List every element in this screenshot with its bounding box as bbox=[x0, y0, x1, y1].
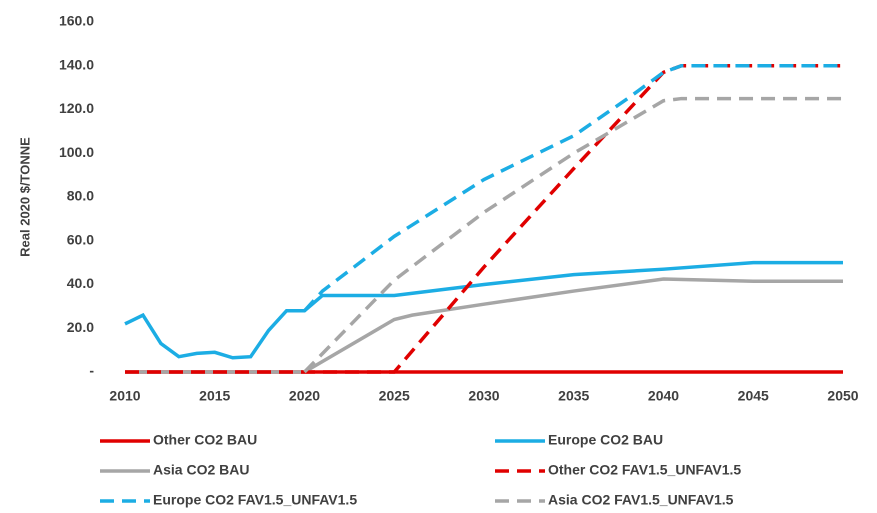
y-tick-label: 160.0 bbox=[59, 13, 94, 29]
y-tick-label: 120.0 bbox=[59, 100, 94, 116]
legend-label: Europe CO2 BAU bbox=[548, 432, 663, 448]
x-tick-label: 2050 bbox=[827, 388, 858, 404]
y-tick-label: 60.0 bbox=[67, 231, 94, 247]
x-tick-label: 2025 bbox=[379, 388, 410, 404]
y-tick-label: 100.0 bbox=[59, 144, 94, 160]
legend-label: Other CO2 FAV1.5_UNFAV1.5 bbox=[548, 462, 741, 478]
y-tick-label: 140.0 bbox=[59, 56, 94, 72]
x-tick-label: 2030 bbox=[468, 388, 499, 404]
legend-label: Europe CO2 FAV1.5_UNFAV1.5 bbox=[153, 492, 357, 508]
series-line bbox=[125, 277, 843, 374]
y-tick-label: - bbox=[89, 363, 94, 379]
x-tick-label: 2040 bbox=[648, 388, 679, 404]
x-tick-label: 2045 bbox=[738, 388, 769, 404]
y-tick-label: 80.0 bbox=[67, 188, 94, 204]
series-line bbox=[303, 96, 843, 374]
legend-label: Asia CO2 BAU bbox=[153, 462, 249, 478]
x-tick-label: 2020 bbox=[289, 388, 320, 404]
y-tick-label: 20.0 bbox=[67, 319, 94, 335]
x-tick-label: 2010 bbox=[109, 388, 140, 404]
series-line bbox=[125, 64, 843, 374]
series-line bbox=[124, 260, 843, 360]
x-tick-label: 2035 bbox=[558, 388, 589, 404]
y-axis-label: Real 2020 $/TONNE bbox=[17, 137, 32, 257]
y-tick-label: 40.0 bbox=[67, 275, 94, 291]
legend-label: Asia CO2 FAV1.5_UNFAV1.5 bbox=[548, 492, 734, 508]
x-tick-label: 2015 bbox=[199, 388, 230, 404]
legend-label: Other CO2 BAU bbox=[153, 432, 257, 448]
series-line bbox=[303, 64, 843, 312]
